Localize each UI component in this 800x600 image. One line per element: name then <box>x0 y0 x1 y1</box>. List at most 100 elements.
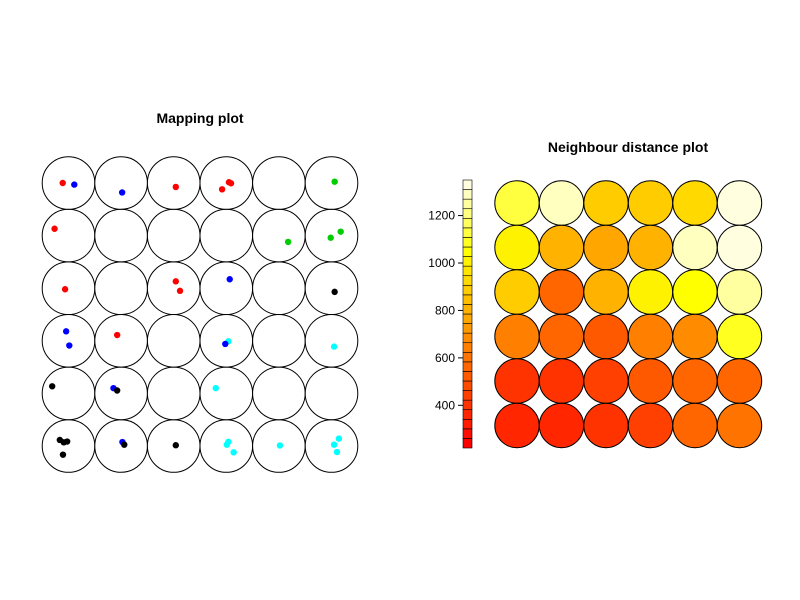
colorbar-band <box>462 351 473 363</box>
map-point <box>176 287 184 295</box>
map-point <box>330 343 338 350</box>
neighbour-distance-cells <box>494 180 763 449</box>
distance-node <box>672 358 718 404</box>
distance-node <box>583 224 629 271</box>
neighbour-distance-plot-title: Neighbour distance plot <box>548 139 709 155</box>
map-point <box>63 438 71 445</box>
map-node <box>199 208 254 263</box>
map-node <box>304 366 359 421</box>
map-point <box>223 441 231 448</box>
colorbar-band <box>462 275 473 286</box>
map-point <box>118 189 126 196</box>
mapping-plot-cells <box>41 156 359 473</box>
colorbar-band <box>462 323 473 334</box>
distance-node <box>627 224 674 271</box>
distance-node <box>627 402 674 449</box>
colorbar-band <box>462 294 473 305</box>
map-point <box>284 238 292 246</box>
map-node <box>304 156 359 210</box>
map-point <box>331 288 338 296</box>
colorbar-band <box>462 313 473 324</box>
distance-node <box>494 180 540 226</box>
map-point <box>331 178 338 185</box>
map-node <box>94 261 148 316</box>
neighbour-distance-plot: Neighbour distance plot 400 600 800 1000 120… <box>428 139 763 449</box>
map-point <box>212 384 219 392</box>
map-node <box>252 208 306 263</box>
colorbar-band <box>462 428 473 439</box>
distance-node <box>627 269 674 315</box>
map-node <box>41 208 96 263</box>
distance-node <box>627 313 674 360</box>
distance-node <box>716 402 763 449</box>
colorbar-band <box>462 198 473 210</box>
mapping-plot-title: Mapping plot <box>156 110 243 126</box>
map-node <box>146 208 201 263</box>
map-point <box>113 331 121 339</box>
colorbar-band <box>462 284 473 296</box>
map-point <box>66 342 73 349</box>
colorbar-band <box>462 217 473 229</box>
distance-node <box>538 224 585 271</box>
map-node <box>304 261 359 316</box>
map-node <box>41 261 96 316</box>
map-point <box>335 435 343 442</box>
colorbar-band <box>462 361 473 372</box>
map-node <box>94 314 148 368</box>
colorbar-band <box>462 342 473 353</box>
colorbar-band <box>462 438 473 449</box>
map-node <box>94 208 148 263</box>
map-point <box>230 449 237 456</box>
map-node <box>146 156 201 210</box>
distance-node <box>538 180 585 226</box>
map-point <box>222 340 229 348</box>
mapping-plot: Mapping plot <box>41 110 359 473</box>
map-node <box>41 314 96 368</box>
mapping-plot-points <box>48 178 344 458</box>
map-point <box>327 234 334 241</box>
map-node <box>94 156 148 210</box>
map-node <box>146 366 201 421</box>
colorbar-tick-label: 400 <box>435 398 455 412</box>
map-node <box>252 314 306 368</box>
distance-node <box>672 180 718 226</box>
map-node <box>304 314 359 368</box>
map-point <box>172 183 180 191</box>
map-point <box>330 441 338 448</box>
colorbar-band <box>462 304 473 315</box>
colorbar-tick-label: 1200 <box>428 209 455 223</box>
distance-node <box>627 180 674 226</box>
map-node <box>252 261 306 316</box>
distance-node <box>494 269 540 315</box>
distance-node <box>538 313 585 360</box>
map-point <box>333 448 341 456</box>
distance-node <box>538 358 585 404</box>
distance-node <box>672 402 718 449</box>
distance-node <box>494 313 540 360</box>
colorbar-band <box>462 189 473 200</box>
distance-node <box>583 269 629 315</box>
map-point <box>51 225 58 232</box>
distance-node <box>583 358 629 404</box>
map-node <box>146 314 201 368</box>
colorbar-band <box>462 208 473 219</box>
map-point <box>337 228 344 235</box>
distance-node <box>583 402 629 449</box>
distance-node <box>538 402 585 449</box>
map-node <box>252 366 306 421</box>
colorbar-band <box>462 246 473 257</box>
map-point <box>59 451 67 458</box>
colorbar-tick-label: 1000 <box>428 256 455 270</box>
colorbar-band <box>462 237 473 248</box>
map-point <box>172 278 180 285</box>
map-point <box>226 276 233 283</box>
colorbar-band <box>462 380 473 391</box>
map-node <box>199 366 254 421</box>
distance-node <box>538 269 585 315</box>
map-node <box>252 156 306 210</box>
distance-node <box>716 180 763 226</box>
map-point <box>71 181 78 188</box>
distance-node <box>672 224 718 271</box>
map-node <box>94 419 148 473</box>
